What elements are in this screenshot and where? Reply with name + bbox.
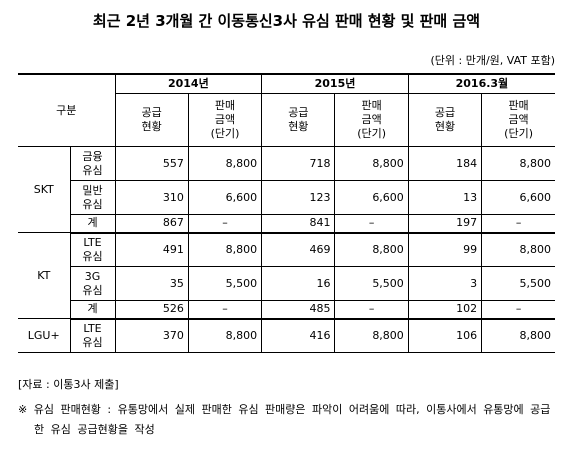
company-cell: LGU+ bbox=[18, 318, 71, 353]
value-cell: 867 bbox=[114, 214, 189, 234]
value-cell: 6,600 bbox=[481, 180, 555, 215]
value-cell: 8,800 bbox=[334, 318, 409, 353]
value-cell: 526 bbox=[114, 300, 189, 320]
source: [자료 : 이통3사 제출] bbox=[18, 378, 119, 391]
price-header: 판매 금액 (단기) bbox=[481, 93, 555, 147]
value-cell: – bbox=[481, 214, 555, 234]
value-cell: 8,800 bbox=[187, 232, 263, 267]
value-cell: – bbox=[187, 214, 263, 234]
value-cell: 485 bbox=[261, 300, 336, 320]
value-cell: 6,600 bbox=[334, 180, 409, 215]
item-cell: 계 bbox=[69, 214, 116, 234]
value-cell: 310 bbox=[114, 180, 189, 215]
value-cell: – bbox=[334, 300, 409, 320]
supply-header: 공급 현황 bbox=[114, 93, 189, 147]
value-cell: 197 bbox=[407, 214, 483, 234]
value-cell: 13 bbox=[407, 180, 483, 215]
price-header: 판매 금액 (단기) bbox=[334, 93, 409, 147]
value-cell: 123 bbox=[261, 180, 336, 215]
header-row: 구분 2014년 2015년 2016.3월 bbox=[18, 73, 555, 147]
value-cell: – bbox=[334, 214, 409, 234]
value-cell: 99 bbox=[407, 232, 483, 267]
company-cell: KT bbox=[18, 232, 71, 319]
value-cell: 3 bbox=[407, 266, 483, 301]
data-row: LGU+ LTE 유심 370 8,800 416 8,800 106 8,800 bbox=[18, 318, 555, 353]
value-cell: 8,800 bbox=[334, 146, 409, 181]
data-row: 3G 유심 35 5,500 16 5,500 3 5,500 bbox=[18, 266, 555, 301]
value-cell: 5,500 bbox=[334, 266, 409, 301]
value-cell: 5,500 bbox=[481, 266, 555, 301]
value-cell: – bbox=[481, 300, 555, 320]
value-cell: – bbox=[187, 300, 263, 320]
value-cell: 8,800 bbox=[481, 232, 555, 267]
data-row: KT LTE 유심 491 8,800 469 8,800 99 8,800 bbox=[18, 232, 555, 319]
value-cell: 8,800 bbox=[481, 146, 555, 181]
data-row: 계 867–841–197– bbox=[18, 214, 555, 234]
subheader-row: 공급 현황 판매 금액 (단기) 공급 현황 판매 금액 (단기) 공급 현황 판매 금액… bbox=[18, 93, 555, 147]
value-cell: 8,800 bbox=[481, 318, 555, 353]
value-cell: 8,800 bbox=[334, 232, 409, 267]
value-cell: 16 bbox=[261, 266, 336, 301]
year-header: 2014년 bbox=[114, 73, 263, 94]
item-cell: LTE 유심 bbox=[69, 318, 116, 353]
price-header: 판매 금액 (단기) bbox=[187, 93, 263, 147]
footnote: ※ 유심 판매현황 : 유통망에서 실제 판매한 유심 판매량은 파악이 어려움… bbox=[18, 403, 551, 436]
year-header: 2015년 bbox=[261, 73, 409, 94]
company-cell: SKT bbox=[18, 146, 71, 233]
supply-header: 공급 현황 bbox=[261, 93, 336, 147]
sim-sales-table: 구분 2014년 2015년 2016.3월 공급 현황 판매 금액 (단기) 공급 현황 판… bbox=[18, 73, 555, 353]
value-cell: 35 bbox=[114, 266, 189, 301]
value-cell: 184 bbox=[407, 146, 483, 181]
title: 최근 2년 3개월 간 이동통신3사 유심 판매 현황 및 판매 금액 bbox=[92, 12, 481, 30]
value-cell: 718 bbox=[261, 146, 336, 181]
item-cell: 금융 유심 bbox=[69, 146, 116, 181]
value-cell: 6,600 bbox=[187, 180, 263, 215]
value-cell: 5,500 bbox=[187, 266, 263, 301]
year-header: 2016.3월 bbox=[407, 73, 555, 94]
value-cell: 8,800 bbox=[187, 146, 263, 181]
value-cell: 102 bbox=[407, 300, 483, 320]
data-row: 밀반 유심 310 6,600 123 6,600 13 6,600 bbox=[18, 180, 555, 215]
value-cell: 841 bbox=[261, 214, 336, 234]
value-cell: 8,800 bbox=[187, 318, 263, 353]
item-cell: 계 bbox=[69, 300, 116, 320]
value-cell: 469 bbox=[261, 232, 336, 267]
supply-header: 공급 현황 bbox=[407, 93, 483, 147]
unit-note: (단위 : 만개/원, VAT 포함) bbox=[430, 54, 555, 67]
data-row: 계 526–485–102– bbox=[18, 300, 555, 320]
value-cell: 416 bbox=[261, 318, 336, 353]
value-cell: 370 bbox=[114, 318, 189, 353]
data-row: SKT 금융 유심 557 8,800 718 8,800 184 8,800 bbox=[18, 146, 555, 233]
value-cell: 491 bbox=[114, 232, 189, 267]
item-cell: 밀반 유심 bbox=[69, 180, 116, 215]
item-cell: LTE 유심 bbox=[69, 232, 116, 267]
value-cell: 106 bbox=[407, 318, 483, 353]
corner-header: 구분 bbox=[18, 73, 116, 147]
value-cell: 557 bbox=[114, 146, 189, 181]
item-cell: 3G 유심 bbox=[69, 266, 116, 301]
